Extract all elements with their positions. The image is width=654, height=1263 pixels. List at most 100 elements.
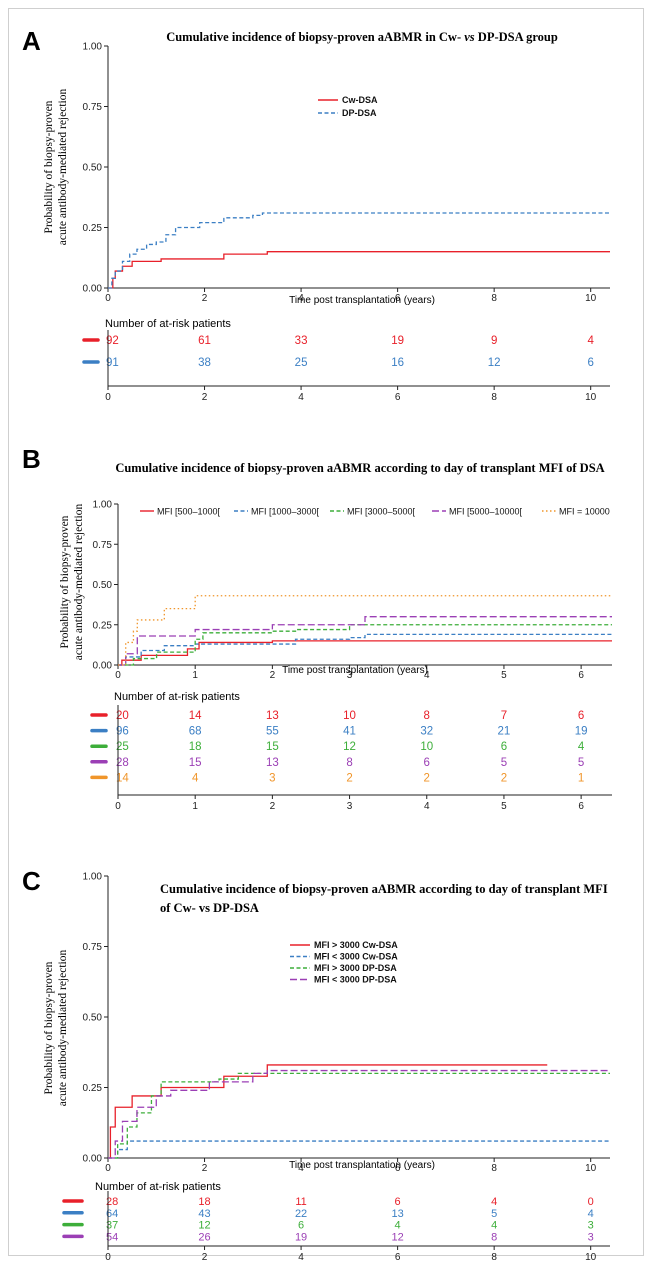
legend-label: MFI = 10000: [559, 507, 610, 517]
chart-title-c-line2: of Cw- vs DP-DSA: [160, 901, 259, 915]
y-tick-label: 1.00: [83, 42, 103, 53]
series-line: [118, 595, 612, 666]
y-axis-label-b-line2: acute antibody-mediated rejection: [73, 504, 85, 661]
risk-count: 12: [391, 1231, 403, 1243]
risk-count: 2: [346, 772, 352, 784]
risk-count: 68: [189, 726, 202, 738]
risk-count: 41: [343, 726, 356, 738]
risk-count: 5: [491, 1208, 497, 1220]
series-line: [118, 640, 612, 666]
y-tick-label: 0.50: [93, 580, 113, 591]
risk-count: 4: [587, 335, 594, 347]
risk-axis-tick-label: 2: [270, 801, 276, 812]
risk-count: 13: [391, 1208, 403, 1220]
risk-count: 6: [395, 1196, 401, 1208]
risk-table-a: 92 61 33 19 9 4 91 38 25 16 12 6 0 2 4 6 8 10: [82, 330, 610, 403]
series-line: [118, 616, 612, 666]
risk-count: 6: [298, 1220, 304, 1232]
x-tick-label: 2: [202, 1163, 208, 1174]
series-line: [108, 1069, 610, 1159]
risk-count: 1: [578, 772, 584, 784]
risk-axis-tick-label: 2: [202, 392, 208, 403]
x-tick-label: 0: [115, 670, 121, 681]
y-tick-label: 0.50: [83, 1013, 103, 1024]
risk-count: 10: [343, 710, 356, 722]
legend-label: MFI > 3000 DP-DSA: [314, 963, 397, 973]
chart-title-a-text: Cumulative incidence of biopsy-proven aA…: [166, 30, 464, 44]
series-line: [118, 633, 612, 666]
risk-count: 3: [588, 1231, 594, 1243]
risk-axis-tick-label: 8: [491, 392, 497, 403]
risk-count: 25: [116, 741, 129, 753]
risk-count: 4: [491, 1220, 497, 1232]
figure-frame: [8, 8, 644, 1256]
risk-count: 16: [391, 357, 404, 369]
risk-count: 12: [488, 357, 501, 369]
x-tick-label: 6: [395, 293, 401, 304]
legend-label: MFI [5000–10000[: [449, 507, 523, 517]
risk-count: 2: [424, 772, 430, 784]
risk-count: 5: [578, 757, 584, 769]
risk-count: 9: [491, 335, 497, 347]
chart-title-b: Cumulative incidence of biopsy-proven aA…: [115, 461, 604, 475]
risk-count: 3: [269, 772, 275, 784]
risk-count: 4: [192, 772, 199, 784]
x-axis-label-a: Time post transplantation (years): [289, 295, 435, 306]
risk-count: 14: [189, 710, 202, 722]
risk-count: 96: [116, 726, 129, 738]
risk-count: 25: [295, 357, 308, 369]
risk-count: 4: [578, 741, 585, 753]
risk-count: 10: [420, 741, 433, 753]
y-tick-label: 0.25: [83, 1083, 103, 1094]
x-tick-label: 4: [424, 670, 430, 681]
x-tick-label: 8: [491, 293, 497, 304]
risk-axis-tick-label: 0: [105, 1252, 111, 1263]
chart-title-a-vs: vs: [464, 30, 475, 44]
risk-count: 19: [295, 1231, 307, 1243]
series-line: [108, 251, 610, 289]
risk-count: 55: [266, 726, 279, 738]
y-tick-label: 0.00: [83, 1154, 103, 1165]
risk-count: 6: [501, 741, 507, 753]
y-tick-label: 0.75: [93, 540, 113, 551]
risk-count: 43: [198, 1208, 210, 1220]
risk-axis-tick-label: 6: [395, 392, 401, 403]
risk-count: 37: [106, 1220, 118, 1232]
chart-title-c-line1: Cumulative incidence of biopsy-proven aA…: [160, 882, 608, 896]
risk-count: 61: [198, 335, 211, 347]
panel-letter-b: B: [22, 444, 41, 474]
x-tick-label: 0: [105, 293, 111, 304]
x-tick-label: 4: [298, 293, 304, 304]
risk-count: 54: [106, 1231, 118, 1243]
risk-count: 13: [266, 710, 279, 722]
y-axis-label-a-line2: acute antibody-mediated rejection: [57, 89, 69, 246]
risk-count: 28: [116, 757, 129, 769]
panel-a: A Cumulative incidence of biopsy-proven …: [22, 26, 610, 403]
x-tick-label: 1: [192, 670, 198, 681]
y-axis-label-c-line2: acute antibody-mediated rejection: [57, 950, 69, 1107]
risk-axis-tick-label: 0: [105, 392, 111, 403]
x-tick-label: 3: [347, 670, 353, 681]
legend-label: MFI < 3000 DP-DSA: [314, 975, 397, 985]
legend-label: MFI [1000–3000[: [251, 507, 320, 517]
risk-axis-tick-label: 10: [585, 1252, 597, 1263]
legend-label: MFI < 3000 Cw-DSA: [314, 952, 398, 962]
risk-count: 4: [588, 1208, 594, 1220]
series-line: [108, 1064, 548, 1159]
risk-count: 33: [295, 335, 308, 347]
legend-label: MFI [500–1000[: [157, 507, 221, 517]
series-line: [108, 1140, 610, 1159]
risk-table-title-c: Number of at-risk patients: [95, 1181, 221, 1193]
risk-count: 15: [189, 757, 202, 769]
y-tick-label: 0.75: [83, 102, 103, 113]
panel-b: B Cumulative incidence of biopsy-proven …: [22, 444, 612, 812]
y-tick-label: 0.75: [83, 942, 103, 953]
risk-count: 2: [501, 772, 507, 784]
risk-axis-tick-label: 4: [424, 801, 430, 812]
risk-count: 18: [198, 1196, 210, 1208]
risk-axis-tick-label: 10: [585, 392, 597, 403]
y-axis-label-c-line1: Probability of biopsy-proven: [43, 961, 55, 1094]
risk-count: 91: [106, 357, 119, 369]
y-tick-label: 0.25: [83, 223, 103, 234]
x-tick-label: 10: [585, 1163, 597, 1174]
